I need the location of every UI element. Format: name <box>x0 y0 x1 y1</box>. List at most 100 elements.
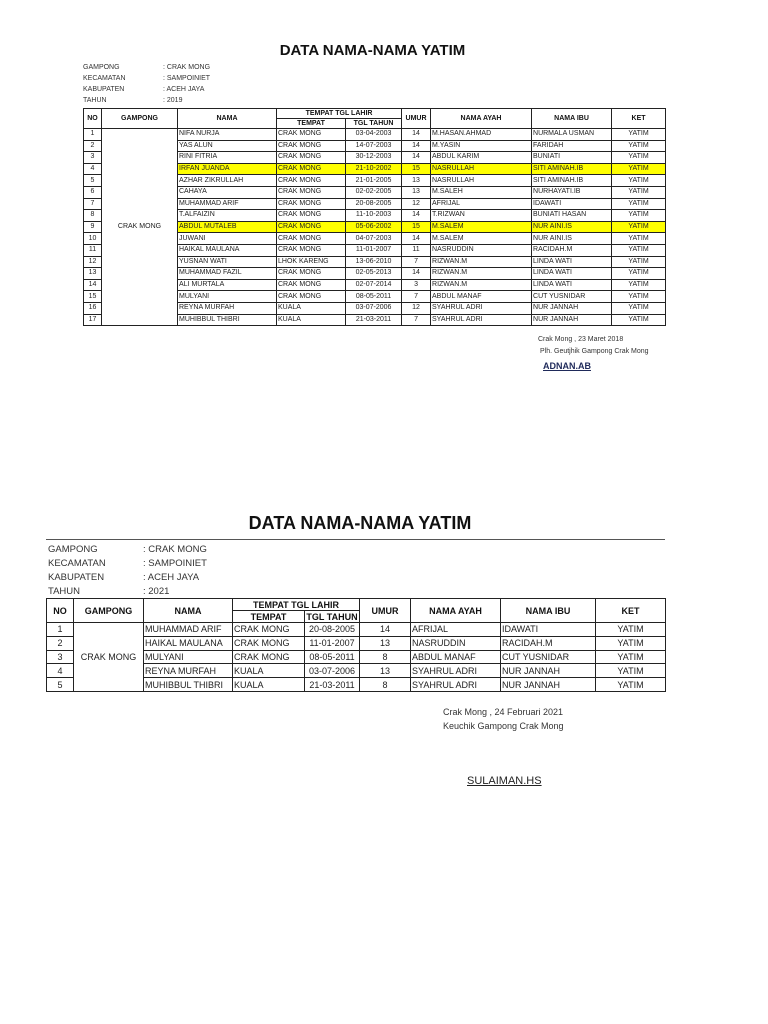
cell-no: 2 <box>83 139 102 153</box>
cell-ket: YATIM <box>611 185 667 199</box>
cell-tgl: 21-10-2002 <box>344 162 403 176</box>
cell-ayah: AFRIJAL <box>430 197 533 211</box>
cell-nama: MUHIBBUL THIBRI <box>143 677 233 692</box>
cell-tempat: CRAK MONG <box>232 622 305 637</box>
cell-ket: YATIM <box>595 635 666 651</box>
cell-tgl: 11-01-2007 <box>304 635 360 651</box>
column-header-ttl: TEMPAT TGL LAHIR <box>232 598 360 611</box>
cell-ayah: M.HASAN.AHMAD <box>430 128 533 141</box>
table-row: 4 IRFAN JUANDA CRAK MONG 21-10-2002 15 NASRUL… <box>83 162 667 176</box>
cell-ibu: NURHAYATI.IB <box>531 185 613 199</box>
info-value: : SAMPOINIET <box>163 75 211 82</box>
cell-nama: MUHAMMAD ARIF <box>143 622 233 637</box>
cell-tgl: 03-07-2006 <box>344 301 403 315</box>
cell-no: 6 <box>83 185 102 199</box>
cell-nama: MULYANI <box>177 290 277 303</box>
cell-ayah: ABDUL KARIM <box>430 151 533 164</box>
table-row: 1 CRAK MONG MUHAMMAD ARIF CRAK MONG 20-08-20… <box>46 622 666 692</box>
info-value: : CRAK MONG <box>163 64 211 71</box>
cell-no: 4 <box>46 663 74 679</box>
header-row: NO GAMPONG NAMA TEMPAT TGL LAHIR UMUR NAMA AY… <box>83 108 667 129</box>
cell-ayah: NASRULLAH <box>430 174 533 187</box>
cell-ayah: SYAHRUL ADRI <box>410 663 501 679</box>
doc1-title: DATA NAMA-NAMA YATIM <box>279 42 466 59</box>
cell-no: 13 <box>83 267 102 280</box>
cell-no: 11 <box>83 243 102 257</box>
cell-nama: ABDUL MUTALEB <box>177 220 277 234</box>
cell-tgl: 20-08-2005 <box>344 197 403 211</box>
cell-umur: 7 <box>401 313 432 327</box>
cell-ayah: ABDUL MANAF <box>430 290 533 303</box>
table-row: 8 T.ALFAIZIN CRAK MONG 11-10-2003 14 T.RIZWAN… <box>83 209 667 222</box>
column-header-tgl: TGL TAHUN <box>304 610 360 623</box>
cell-no: 17 <box>83 313 102 327</box>
cell-tgl: 05-06-2002 <box>344 220 403 234</box>
cell-no: 10 <box>83 232 102 245</box>
column-header-ibu: NAMA IBU <box>531 108 613 129</box>
cell-ibu: LINDA WATI <box>531 278 613 292</box>
info-value: : 2019 <box>163 97 183 104</box>
cell-ket: YATIM <box>611 151 667 164</box>
cell-tgl: 21-03-2011 <box>304 677 360 692</box>
cell-ibu: NURMALA USMAN <box>531 128 613 141</box>
cell-ibu: SITI AMINAH.IB <box>531 174 613 187</box>
cell-ayah: T.RIZWAN <box>430 209 533 222</box>
cell-no: 15 <box>83 290 102 303</box>
cell-umur: 14 <box>401 151 432 164</box>
cell-tempat: LHOK KARENG <box>276 255 346 269</box>
cell-tempat: KUALA <box>232 677 305 692</box>
cell-tempat: CRAK MONG <box>276 162 346 176</box>
cell-tempat: CRAK MONG <box>232 635 305 651</box>
cell-ayah: M.SALEM <box>430 220 533 234</box>
cell-ibu: BUNIATI <box>531 151 613 164</box>
cell-ket: YATIM <box>611 220 667 234</box>
cell-tempat: CRAK MONG <box>276 278 346 292</box>
cell-ket: YATIM <box>595 622 666 637</box>
cell-no: 1 <box>83 128 102 141</box>
cell-umur: 15 <box>401 220 432 234</box>
doc1-place-date: Crak Mong , 23 Maret 2018 <box>538 336 624 343</box>
cell-umur: 14 <box>401 209 432 222</box>
cell-tempat: CRAK MONG <box>232 649 305 665</box>
info-value: : ACEH JAYA <box>143 572 200 583</box>
cell-ket: YATIM <box>595 677 666 692</box>
info-value: : ACEH JAYA <box>163 86 205 93</box>
cell-ket: YATIM <box>595 649 666 665</box>
cell-nama: MUHAMMAD ARIF <box>177 197 277 211</box>
cell-ayah: SYAHRUL ADRI <box>410 677 501 692</box>
cell-ket: YATIM <box>611 313 667 327</box>
cell-ayah: SYAHRUL ADRI <box>430 301 533 315</box>
cell-ket: YATIM <box>611 243 667 257</box>
cell-ayah: RIZWAN.M <box>430 255 533 269</box>
cell-nama: T.ALFAIZIN <box>177 209 277 222</box>
table-row: 9 ABDUL MUTALEB CRAK MONG 05-06-2002 15 M.SAL… <box>83 220 667 234</box>
cell-ayah: M.YASIN <box>430 139 533 153</box>
cell-umur: 11 <box>401 243 432 257</box>
cell-umur: 8 <box>359 649 411 665</box>
cell-ket: YATIM <box>611 128 667 141</box>
cell-tempat: KUALA <box>276 301 346 315</box>
cell-no: 2 <box>46 635 74 651</box>
cell-tempat: CRAK MONG <box>276 209 346 222</box>
cell-ibu: RACIDAH.M <box>500 635 596 651</box>
info-label: KABUPATEN <box>83 86 125 93</box>
cell-umur: 13 <box>401 185 432 199</box>
cell-tempat: CRAK MONG <box>276 220 346 234</box>
cell-tgl: 02-05-2013 <box>344 267 403 280</box>
cell-tgl: 21-03-2011 <box>344 313 403 327</box>
cell-ibu: LINDA WATI <box>531 255 613 269</box>
cell-nama: REYNA MURFAH <box>177 301 277 315</box>
table-row: 6 CAHAYA CRAK MONG 02-02-2005 13 M.SALEH NURHA… <box>83 185 667 199</box>
cell-ibu: NUR JANNAH <box>531 301 613 315</box>
info-label: KABUPATEN <box>48 572 105 583</box>
header-subrow: TEMPAT TGL TAHUN <box>84 118 666 129</box>
cell-umur: 8 <box>359 677 411 692</box>
cell-tempat: CRAK MONG <box>276 174 346 187</box>
cell-no: 12 <box>83 255 102 269</box>
cell-umur: 7 <box>401 290 432 303</box>
column-header-tempat: TEMPAT <box>276 118 346 129</box>
cell-umur: 14 <box>401 128 432 141</box>
column-header-tempat: TEMPAT <box>232 610 305 623</box>
cell-ayah: NASRUDDIN <box>410 635 501 651</box>
